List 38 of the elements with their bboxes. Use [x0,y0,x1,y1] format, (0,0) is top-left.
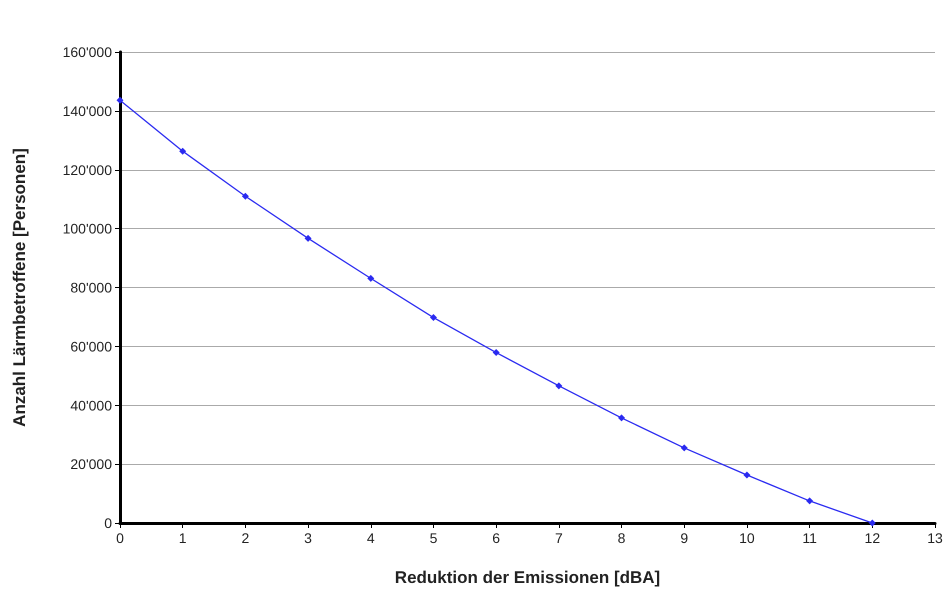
point [179,148,186,155]
point [680,444,688,452]
point [492,349,500,356]
x-tick-label: 0 [116,530,124,546]
y-tick-label: 80'000 [70,280,112,296]
x-tick-label: 4 [366,530,375,546]
x-tick-label: 10 [739,530,755,546]
point [304,234,312,242]
x-tick-label: 13 [927,530,943,546]
point [618,414,626,422]
point [116,96,124,104]
x-tick-label: 9 [680,530,688,546]
x-tick-label: 7 [554,530,563,546]
point [868,520,876,526]
x-tick-label: 2 [241,530,250,546]
point [242,192,249,200]
point [555,382,562,390]
y-tick-label: 100'000 [62,220,112,237]
point [430,314,437,322]
x-axis-title: Reduktion der Emissionen [dBA] [394,568,660,587]
point [367,274,374,282]
x-tick-label: 6 [492,530,500,546]
y-tick-label: 120'000 [62,162,112,178]
x-tick-label: 3 [304,530,312,546]
x-tick-label: 8 [618,530,626,546]
point [806,497,814,504]
y-tick-label: 20'000 [70,456,112,472]
point [743,472,750,479]
x-tick-label: 1 [178,530,187,546]
x-tick-label: 5 [430,530,438,546]
y-axis-title: Anzahl Lärmbetroffene [Personen] [10,148,29,427]
y-tick-label: 0 [104,515,112,531]
y-tick-label: 160'000 [62,44,112,60]
x-tick-label: 11 [802,530,818,546]
y-tick-label: 140'000 [62,102,112,119]
y-tick-label: 60'000 [70,338,112,354]
y-tick-label: 40'000 [70,397,112,414]
x-tick-label: 12 [864,530,880,546]
